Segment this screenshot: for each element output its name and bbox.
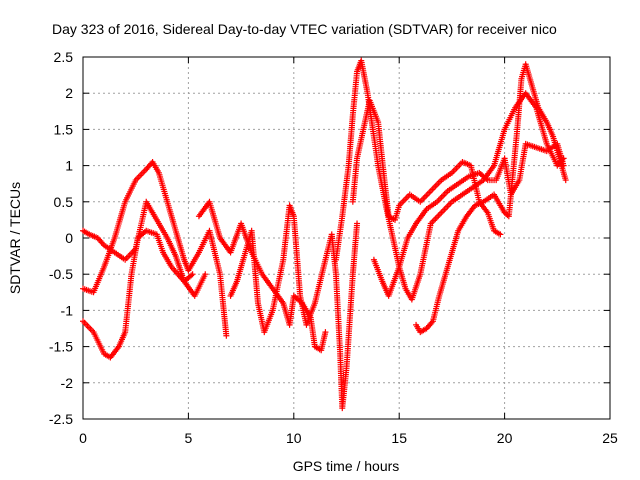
data-point [189,271,196,278]
data-point [497,231,504,238]
y-tick-label: -1.5 [49,339,73,355]
y-tick-label: 1.5 [54,121,74,137]
data-point [223,332,230,339]
x-tick-labels: 0 5 10 15 20 25 [79,430,618,446]
x-axis-label: GPS time / hours [293,458,400,474]
data-point [202,271,209,278]
series-track-c [80,227,209,361]
x-tick-label: 20 [497,430,513,446]
x-tick-label: 0 [79,430,87,446]
y-tick-labels: -2.5 -2 -1.5 -1 -0.5 0 0.5 1 1.5 2 2.5 [49,49,73,427]
series-track-a [80,158,230,339]
y-tick-label: -2.5 [49,411,73,427]
data-point [322,329,329,336]
y-tick-label: 2 [65,85,73,101]
y-tick-label: -0.5 [49,266,73,282]
grid-lines [83,57,610,419]
y-axis-label: SDTVAR / TECUs [7,182,23,294]
axis-ticks [82,56,611,420]
series-track-h [370,140,567,299]
y-tick-label: 1 [65,158,73,174]
y-tick-label: 0.5 [54,194,74,210]
data-point [354,220,361,227]
series-track-e [227,202,361,412]
y-tick-label: 0 [65,230,73,246]
y-tick-label: 2.5 [54,49,74,65]
x-tick-label: 25 [602,430,618,446]
x-tick-label: 5 [185,430,193,446]
data-marks [80,57,569,412]
x-tick-label: 10 [286,430,302,446]
series-track-i [413,61,569,336]
x-tick-label: 15 [391,430,407,446]
y-tick-label: -1 [61,302,74,318]
data-point [562,177,569,184]
y-tick-label: -2 [61,375,74,391]
chart-title: Day 323 of 2016, Sidereal Day-to-day VTE… [52,21,557,37]
series-track-g [349,97,504,238]
